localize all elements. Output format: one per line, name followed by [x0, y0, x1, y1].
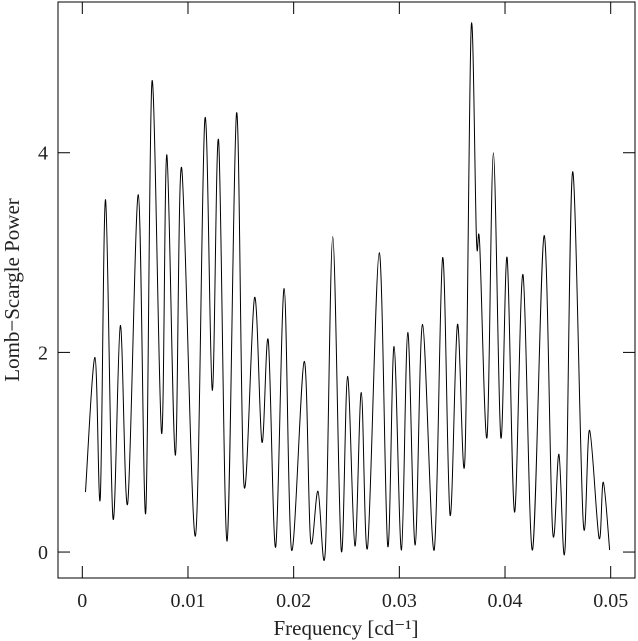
x-tick-label: 0.03: [382, 590, 417, 612]
x-tick-label: 0.05: [593, 590, 628, 612]
x-tick-label: 0.02: [276, 590, 311, 612]
plot-frame: [57, 1, 636, 579]
y-tick-label: 0: [38, 542, 48, 564]
power-curve: [84, 22, 611, 561]
y-tick-label: 2: [38, 342, 48, 364]
x-tick-label: 0.01: [170, 590, 205, 612]
x-tick-label: 0.04: [488, 590, 523, 612]
x-axis-label: Frequency [cd⁻¹]: [273, 616, 418, 640]
x-tick-label: 0: [77, 590, 87, 612]
y-axis-label: Lomb−Scargle Power: [0, 198, 24, 382]
y-tick-label: 4: [38, 143, 48, 165]
